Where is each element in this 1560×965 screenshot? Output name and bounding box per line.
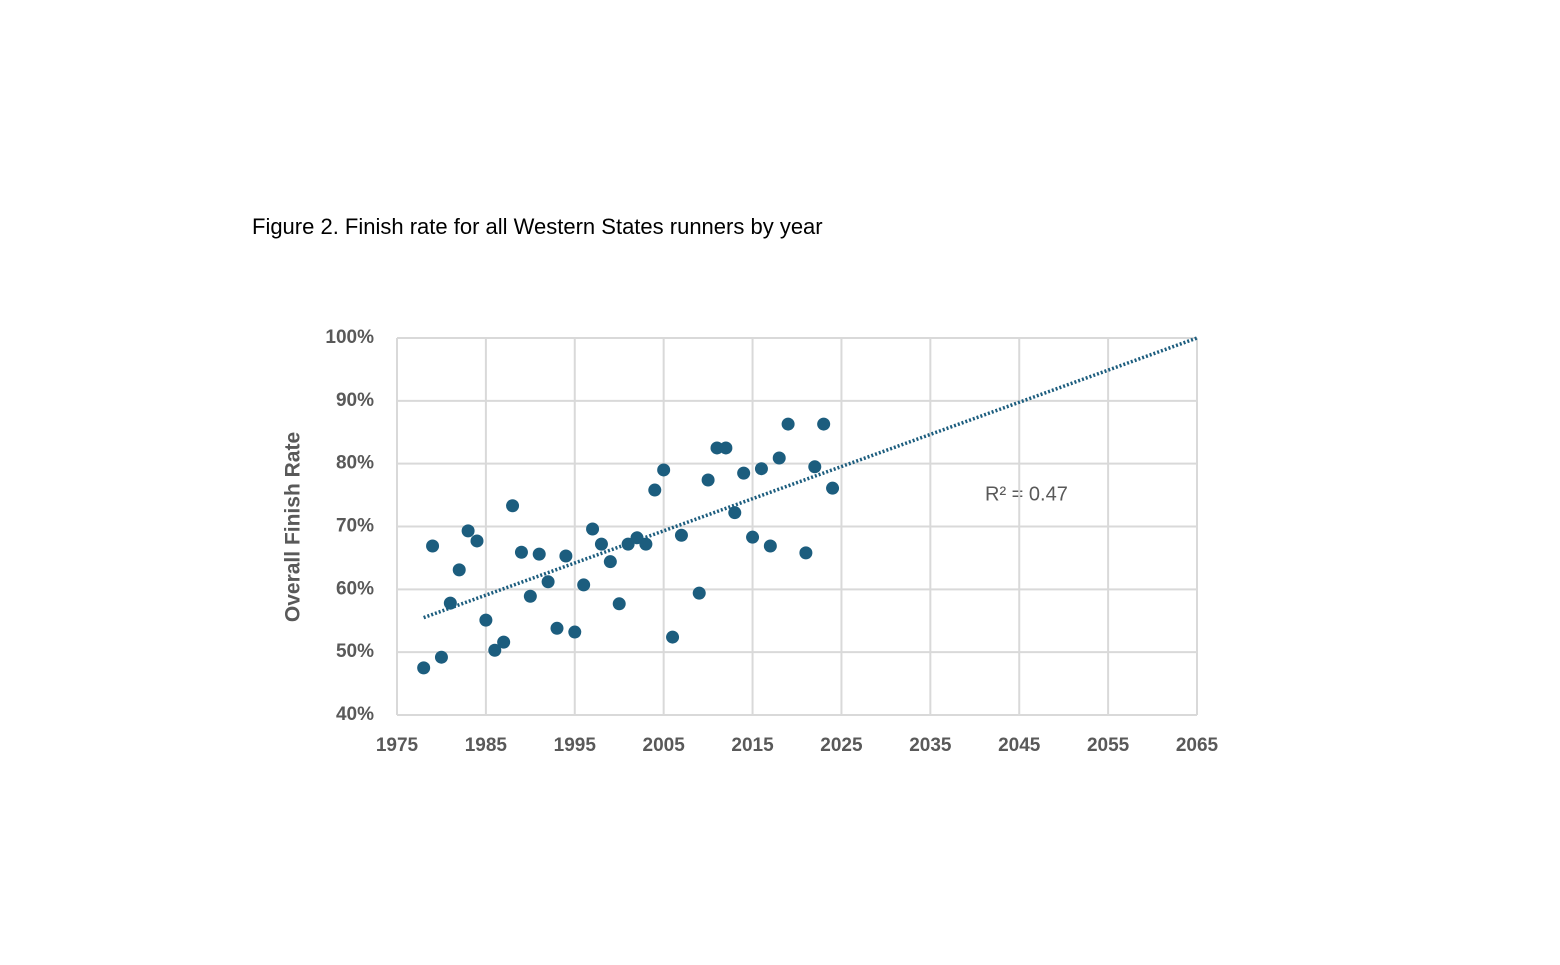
data-point xyxy=(568,625,582,639)
annotation: R² = 0.47 xyxy=(985,483,1068,505)
y-tick-label: 40% xyxy=(336,704,374,725)
data-point xyxy=(443,596,457,610)
chart-title: Figure 2. Finish rate for all Western St… xyxy=(252,214,823,239)
data-point xyxy=(692,586,706,600)
data-point xyxy=(603,555,617,569)
data-point xyxy=(710,441,724,455)
data-point xyxy=(746,530,760,544)
data-point xyxy=(577,578,591,592)
y-tick-label: 70% xyxy=(336,516,374,537)
data-point xyxy=(497,635,511,649)
y-tick-label: 100% xyxy=(325,327,374,348)
data-point xyxy=(826,481,840,495)
data-point xyxy=(514,545,528,559)
data-point xyxy=(541,575,555,589)
x-tick-label: 2005 xyxy=(643,735,686,756)
data-point xyxy=(817,417,831,431)
data-point xyxy=(594,537,608,551)
data-point xyxy=(488,643,502,657)
x-tick-label: 1995 xyxy=(554,735,597,756)
data-point xyxy=(461,524,475,538)
y-tick-label: 80% xyxy=(336,453,374,474)
y-axis-label: Overall Finish Rate xyxy=(282,432,305,622)
data-point xyxy=(434,650,448,664)
x-tick-label: 1975 xyxy=(376,735,419,756)
data-point xyxy=(470,534,484,548)
data-point xyxy=(719,441,733,455)
x-tick-label: 2065 xyxy=(1176,735,1219,756)
data-point xyxy=(523,589,537,603)
data-point xyxy=(781,417,795,431)
data-point xyxy=(426,539,440,553)
data-point xyxy=(479,613,493,627)
y-tick-label: 50% xyxy=(336,641,374,662)
data-point xyxy=(506,499,520,513)
data-point xyxy=(754,462,768,476)
data-point xyxy=(772,451,786,465)
data-point xyxy=(417,661,431,675)
trendline xyxy=(423,336,1198,620)
data-point xyxy=(639,537,653,551)
x-tick-label: 1985 xyxy=(465,735,508,756)
data-point xyxy=(701,473,715,487)
data-point xyxy=(559,549,573,563)
data-point xyxy=(532,547,546,561)
data-point xyxy=(808,460,822,474)
x-tick-label: 2025 xyxy=(820,735,863,756)
data-point xyxy=(737,466,751,480)
data-point xyxy=(550,621,564,635)
data-point xyxy=(666,630,680,644)
data-point xyxy=(657,463,671,477)
data-point xyxy=(612,597,626,611)
data-point xyxy=(728,506,742,520)
data-point xyxy=(763,539,777,553)
data-point xyxy=(674,528,688,542)
data-point xyxy=(799,546,813,560)
data-point xyxy=(452,563,466,577)
x-tick-label: 2015 xyxy=(731,735,774,756)
data-point xyxy=(648,483,662,497)
data-point xyxy=(586,522,600,536)
x-tick-label: 2045 xyxy=(998,735,1041,756)
x-tick-label: 2055 xyxy=(1087,735,1130,756)
y-tick-label: 90% xyxy=(336,390,374,411)
x-tick-label: 2035 xyxy=(909,735,952,756)
y-tick-label: 60% xyxy=(336,578,374,599)
